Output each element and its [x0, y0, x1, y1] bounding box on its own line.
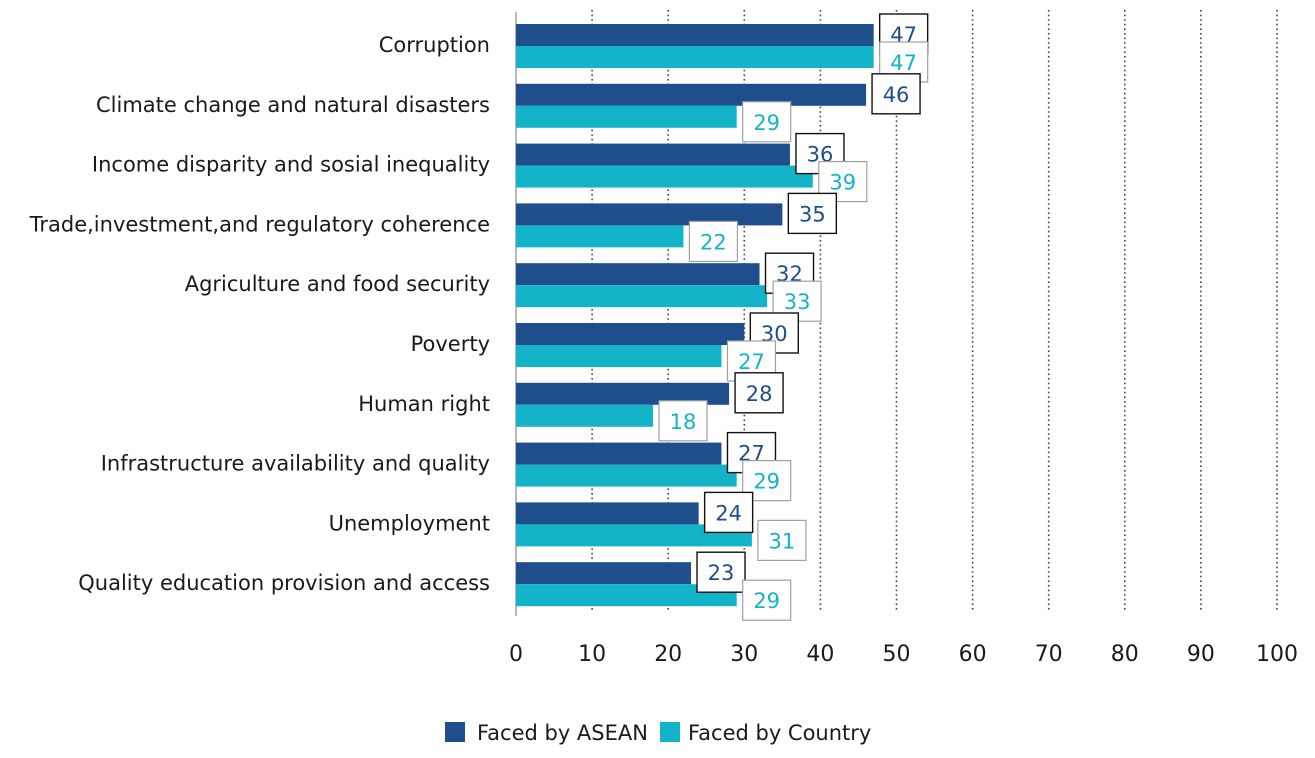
bar-asean [516, 83, 867, 106]
data-label-box-asean [787, 192, 838, 235]
data-label-box-country [688, 220, 739, 262]
data-label-box-country [742, 101, 792, 143]
category-label: Climate change and natural disasters [96, 93, 490, 117]
x-tick-label: 40 [806, 642, 834, 667]
category-label: Trade,investment,and regulatory coherenc… [29, 212, 490, 236]
x-tick-label: 70 [1035, 642, 1063, 667]
category-label: Agriculture and food security [185, 272, 490, 296]
bar-country [516, 225, 684, 248]
data-label-country: 33 [784, 290, 811, 314]
data-label-asean: 35 [799, 202, 826, 226]
data-label-asean: 28 [746, 382, 773, 406]
bar-asean [516, 502, 699, 525]
data-label-asean: 24 [715, 501, 742, 525]
bar-country [516, 165, 813, 188]
x-tick-label: 0 [509, 642, 523, 667]
data-label-asean: 23 [708, 561, 735, 585]
data-label-country: 29 [753, 111, 780, 135]
bar-country [516, 46, 874, 68]
category-label: Poverty [411, 332, 490, 356]
bar-country [516, 524, 752, 547]
x-tick-label: 50 [883, 642, 911, 667]
bar-country [516, 285, 768, 308]
data-label-country: 29 [753, 470, 780, 494]
bar-asean [516, 442, 722, 465]
data-label-box-asean [734, 372, 784, 414]
category-label: Quality education provision and access [78, 571, 490, 595]
bar-country [516, 584, 737, 607]
data-label-box-country [742, 579, 792, 621]
x-tick-label: 80 [1111, 642, 1139, 667]
bar-country [516, 105, 737, 128]
data-label-country: 22 [700, 230, 727, 254]
data-label-country: 47 [890, 51, 917, 75]
legend-label-asean: Faced by ASEAN [477, 721, 648, 745]
bar-asean [516, 24, 874, 46]
category-label: Human right [358, 392, 490, 416]
category-label: Infrastructure availability and quality [101, 452, 490, 476]
data-label-country: 31 [769, 529, 796, 553]
bar-country [516, 464, 737, 487]
data-label-box-country [757, 519, 807, 562]
data-label-country: 29 [753, 589, 780, 613]
bar-asean [516, 203, 783, 226]
bar-asean [516, 323, 745, 345]
category-label: Unemployment [329, 511, 490, 535]
bar-asean [516, 143, 790, 166]
legend-swatch-asean [445, 722, 465, 742]
x-tick-label: 60 [959, 642, 987, 667]
data-label-country: 18 [670, 410, 697, 434]
legend-swatch-country [660, 722, 680, 742]
bar-country [516, 345, 722, 367]
bar-asean [516, 562, 692, 585]
data-label-country: 27 [738, 350, 765, 374]
data-label-box-asean [696, 551, 746, 593]
legend: Faced by ASEAN Faced by Country [445, 721, 871, 745]
x-tick-label: 90 [1187, 642, 1215, 667]
category-label: Corruption [379, 33, 490, 57]
x-tick-label: 30 [730, 642, 758, 667]
data-label-box-country [658, 400, 708, 442]
bar-asean [516, 263, 760, 286]
data-label-box-asean [871, 73, 921, 115]
data-label-country: 39 [829, 171, 856, 195]
data-label-box-asean [703, 491, 754, 534]
legend-label-country: Faced by Country [688, 721, 871, 745]
x-tick-label: 10 [578, 642, 606, 667]
x-tick-label: 100 [1256, 642, 1298, 667]
category-label: Income disparity and sosial inequality [92, 153, 490, 177]
data-label-asean: 46 [883, 83, 910, 107]
category-labels: Corruption Climate change and natural dis… [29, 33, 490, 595]
bar-asean [516, 382, 730, 405]
bar-country [516, 404, 653, 427]
x-axis-ticks: 0 10 20 30 40 50 60 70 80 90 100 [509, 642, 1298, 667]
bars [516, 24, 874, 607]
x-tick-label: 20 [654, 642, 682, 667]
